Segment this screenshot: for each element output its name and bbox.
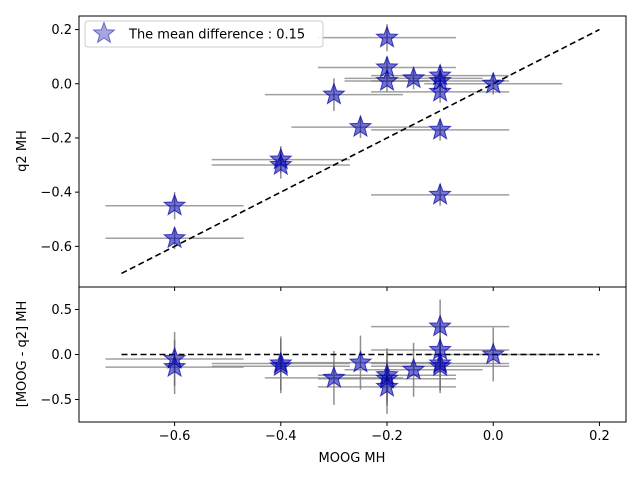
bottom-point-6: [268, 353, 293, 377]
bottom-point-4: [162, 354, 187, 378]
bottom-xtick-label-3: 0.0: [483, 429, 504, 444]
top-ylabel: q2 MH: [15, 130, 30, 172]
bottom-point-10: [401, 357, 426, 380]
legend-label: The mean difference : 0.15: [128, 28, 305, 43]
bottom-ylabel: [MOOG - q2] MH: [15, 301, 30, 408]
legend-star-icon: [92, 21, 116, 44]
bottom-panel: −0.5 0.0 0.5 −0.6 −0.4 −0.2 0.0 0.2: [40, 286, 627, 444]
top-point-0: [375, 25, 399, 48]
bottom-point-9: [428, 353, 452, 377]
legend-frame: [84, 20, 324, 48]
top-point-14: [162, 193, 187, 216]
bottom-point-0: [428, 314, 452, 337]
top-ytick-label-0: −0.6: [40, 240, 72, 255]
bottom-point-14: [375, 374, 399, 397]
top-ytick-label-1: −0.4: [40, 186, 72, 201]
top-point-9: [348, 114, 373, 138]
bottom-xtick-label-1: −0.4: [265, 429, 297, 444]
top-ytick-label-4: 0.2: [51, 23, 72, 38]
top-point-13: [428, 182, 452, 205]
bottom-markers: [162, 314, 506, 397]
bottom-ytick-label-0: −0.5: [40, 393, 72, 408]
bottom-xtick-label-4: 0.2: [589, 429, 610, 444]
top-ytick-label-3: 0.0: [51, 77, 72, 92]
top-point-12: [268, 152, 293, 176]
bottom-ytick-label-2: 0.5: [51, 303, 72, 318]
bottom-xtick-label-2: −0.2: [371, 429, 403, 444]
bottom-xtick-label-0: −0.6: [159, 429, 191, 444]
bottom-point-11: [322, 365, 346, 388]
top-point-3: [401, 65, 426, 89]
top-reference-line: [121, 28, 600, 275]
top-point-10: [428, 117, 452, 140]
top-ytick-label-2: −0.2: [40, 131, 72, 146]
top-point-7: [481, 71, 506, 94]
top-panel: −0.6 −0.4 −0.2 0.0 0.2: [40, 15, 627, 291]
top-point-8: [322, 82, 346, 105]
legend-marker: [92, 21, 116, 44]
top-markers: [162, 25, 506, 249]
top-point-15: [162, 225, 187, 249]
top-point-6: [428, 79, 452, 102]
bottom-point-2: [481, 342, 506, 365]
top-point-2: [375, 68, 399, 92]
bottom-ytick-label-1: 0.0: [51, 348, 72, 363]
bottom-xlabel: MOOG MH: [319, 451, 386, 466]
bottom-point-7: [348, 350, 373, 373]
legend: The mean difference : 0.15: [84, 20, 324, 48]
